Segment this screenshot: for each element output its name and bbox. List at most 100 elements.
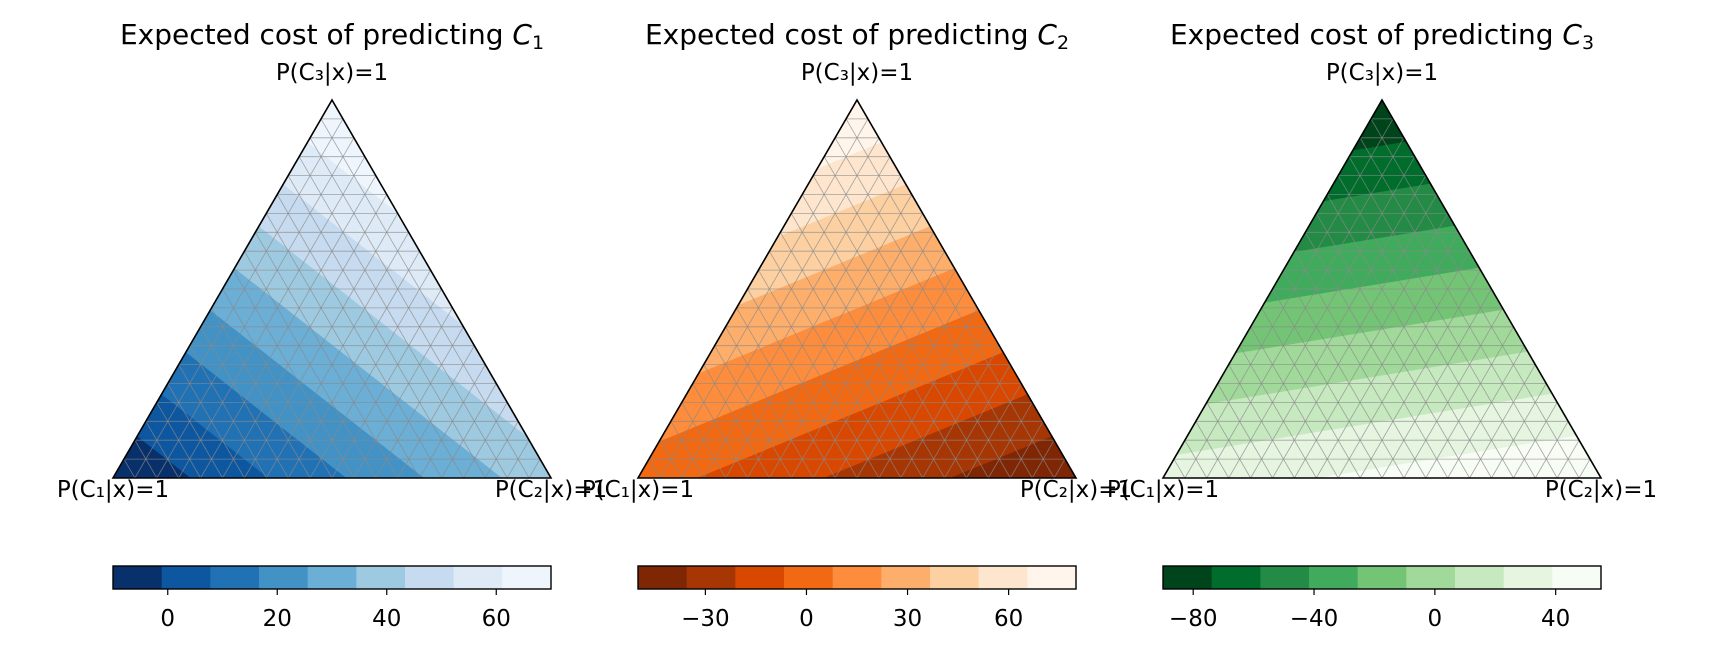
grid-line-c2-7 [1315,232,1459,479]
grid-line-c2-5 [1272,194,1438,479]
grid-line-c2-5 [747,194,913,479]
grid-line-c1-1 [1370,118,1580,479]
colorbar-tick-label: 0 [1428,606,1443,632]
grid-line-c2-11 [1403,307,1503,479]
grid-line-c1-9 [233,269,355,479]
ternary-grid [648,118,1066,479]
grid-line-c1-10 [747,288,858,479]
grid-line-c2-3 [178,156,366,479]
colorbar-segment-4 [784,566,834,589]
grid-line-c1-16 [681,402,726,479]
vertex-label-top: P(C₃|x)=1 [1326,60,1438,86]
grid-line-c1-12 [1250,326,1339,479]
colorbar-segment-8 [1503,566,1553,589]
grid-line-c2-7 [265,232,409,479]
grid-line-c2-17 [1009,421,1044,479]
grid-line-c1-16 [1206,402,1251,479]
grid-line-c1-19 [648,458,661,479]
grid-line-c1-15 [1217,383,1273,479]
chart-title: Expected cost of predicting C1 [120,18,544,54]
grid-line-c2-15 [966,383,1022,479]
grid-line-c2-12 [375,326,464,479]
grid-line-c1-1 [320,118,530,479]
grid-line-c1-11 [736,307,836,479]
grid-line-c2-9 [834,269,956,479]
grid-line-c2-3 [1228,156,1416,479]
grid-line-c1-14 [703,364,770,479]
grid-line-c1-12 [725,326,814,479]
grid-line-c2-16 [1513,402,1558,479]
vertex-label-bottom-right: P(C₂|x)=1 [1020,477,1132,503]
ternary-panel-3: Expected cost of predicting C3 P(C₃|x)=1 P… [1107,18,1657,632]
grid-line-c1-19 [1173,458,1186,479]
grid-line-c2-7 [790,232,934,479]
simplex-outline [636,98,1078,479]
colorbar-tick-label: 40 [372,606,401,632]
colorbar-tick-label: −30 [681,606,730,632]
colorbar-frame [637,565,1077,590]
grid-line-c1-17 [670,421,705,479]
grid-line-c2-13 [397,345,475,479]
grid-line-c2-1 [134,118,344,479]
grid-line-c1-9 [1283,269,1405,479]
colorbar-segment-2 [1211,566,1261,589]
grid-line-c1-13 [714,345,792,479]
colorbar-segment-9 [1552,566,1602,589]
grid-line-c2-9 [309,269,431,479]
colorbar-frame [1162,565,1602,590]
grid-line-c2-19 [1578,458,1591,479]
grid-line-c1-3 [1348,156,1536,479]
grid-line-c2-19 [1053,458,1066,479]
colorbar-segment-9 [1027,566,1077,589]
vertex-label-bottom-left: P(C₁|x)=1 [1107,477,1219,503]
ternary-grid [123,118,541,479]
grid-line-c2-14 [944,364,1011,479]
grid-line-c1-13 [189,345,267,479]
grid-line-c1-19 [123,458,136,479]
grid-line-c1-18 [1184,439,1208,479]
grid-line-c2-13 [1447,345,1525,479]
grid-line-c1-11 [211,307,311,479]
colorbar-segment-7 [405,566,455,589]
grid-line-c1-7 [255,232,399,479]
ternary-panel-2: Expected cost of predicting C2 P(C₃|x)=1 P… [582,18,1132,632]
vertex-label-bottom-right: P(C₂|x)=1 [495,477,607,503]
grid-line-c1-14 [178,364,245,479]
grid-line-c2-11 [878,307,978,479]
grid-line-c1-15 [692,383,748,479]
grid-line-c2-18 [1556,439,1580,479]
grid-line-c2-18 [506,439,530,479]
grid-line-c2-14 [419,364,486,479]
colorbar-segment-2 [161,566,211,589]
grid-line-c1-18 [134,439,158,479]
grid-line-c1-10 [1272,288,1383,479]
grid-line-c1-10 [222,288,333,479]
grid-line-c1-11 [1261,307,1361,479]
grid-line-c2-14 [1469,364,1536,479]
colorbar-segment-4 [259,566,309,589]
colorbar: −30 0 30 60 [637,565,1077,632]
simplex-outline [1161,98,1603,479]
grid-line-c1-9 [758,269,880,479]
grid-line-c1-12 [200,326,289,479]
vertex-label-top: P(C₃|x)=1 [276,60,388,86]
grid-line-c2-1 [1184,118,1394,479]
colorbar-segment-6 [1406,566,1456,589]
colorbar-segment-2 [686,566,736,589]
colorbar-segment-3 [210,566,260,589]
grid-line-c1-17 [1195,421,1230,479]
grid-line-c2-5 [222,194,388,479]
colorbar-segment-5 [1357,566,1407,589]
grid-line-c2-16 [988,402,1033,479]
grid-line-c1-7 [1305,232,1449,479]
colorbar-segment-3 [1260,566,1310,589]
vertex-label-top: P(C₃|x)=1 [801,60,913,86]
colorbar: 0 20 40 60 [112,565,552,632]
colorbar-segment-5 [307,566,357,589]
colorbar-segment-6 [356,566,406,589]
vertex-label-bottom-left: P(C₁|x)=1 [582,477,694,503]
chart-title: Expected cost of predicting C2 [645,18,1069,54]
colorbar-segment-9 [502,566,552,589]
colorbar-tick-label: 60 [482,606,511,632]
